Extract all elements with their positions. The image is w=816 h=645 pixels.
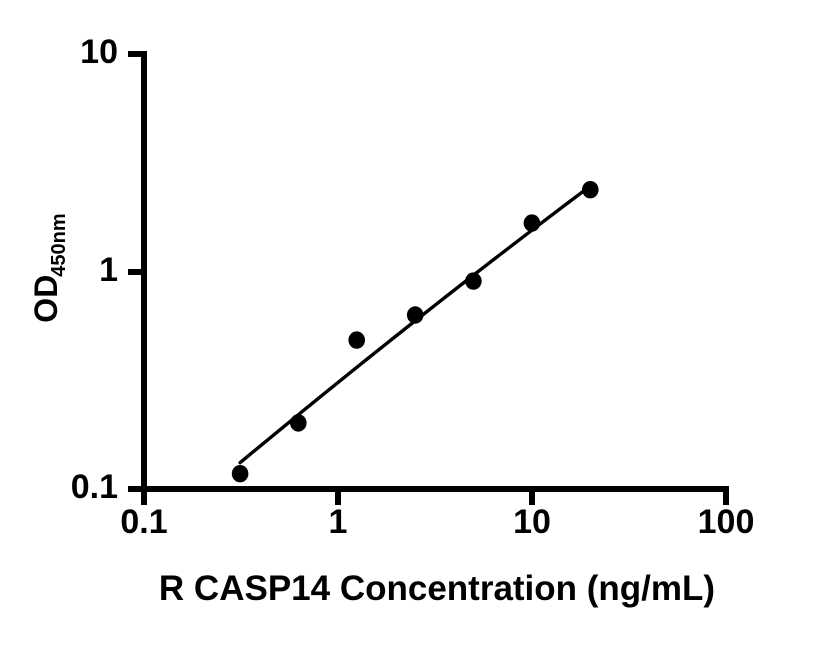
svg-text:0.1: 0.1 <box>120 503 167 541</box>
svg-text:100: 100 <box>698 503 755 541</box>
svg-text:1: 1 <box>329 503 348 541</box>
svg-text:R CASP14 Concentration (ng/mL): R CASP14 Concentration (ng/mL) <box>159 569 715 608</box>
svg-text:10: 10 <box>80 33 118 71</box>
svg-text:OD450nm: OD450nm <box>28 213 70 322</box>
svg-text:1: 1 <box>99 251 118 289</box>
svg-text:10: 10 <box>513 503 551 541</box>
svg-text:0.1: 0.1 <box>71 468 118 506</box>
